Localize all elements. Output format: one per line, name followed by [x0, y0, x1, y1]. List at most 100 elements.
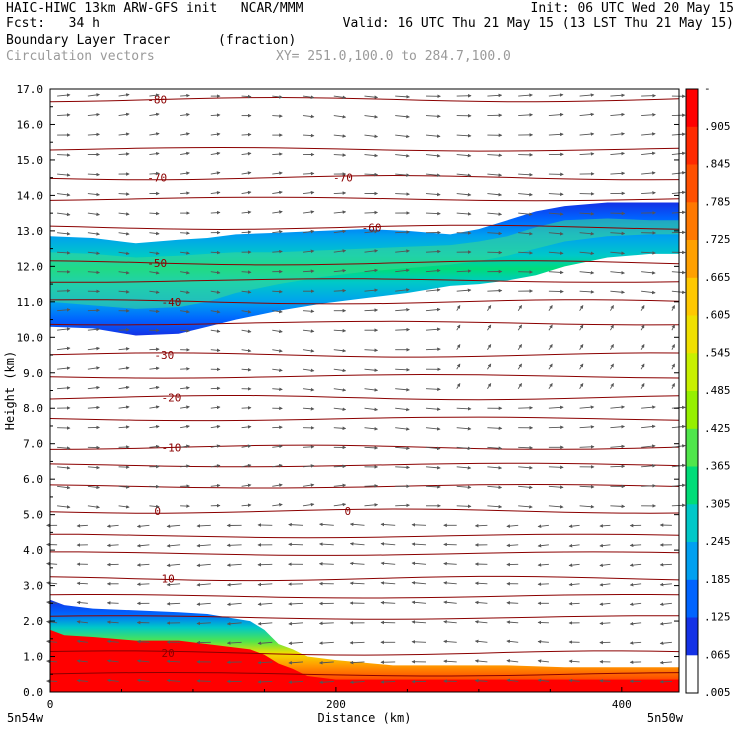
vector-arrow	[506, 543, 519, 548]
vector-arrow	[333, 210, 347, 214]
vector-arrow	[76, 600, 88, 605]
vector-arrow	[411, 580, 427, 585]
vector-arrow	[568, 678, 580, 683]
vector-arrow	[610, 444, 626, 449]
colorbar-label: -	[704, 82, 711, 95]
vector-arrow	[395, 114, 410, 119]
vector-arrow	[210, 405, 221, 410]
vector-arrow	[87, 172, 100, 177]
vector-arrow	[87, 112, 100, 117]
vector-arrow	[610, 290, 625, 295]
vector-arrow	[333, 368, 347, 373]
colorbar-segment	[686, 655, 698, 694]
vector-arrow	[610, 464, 626, 469]
vector-arrow	[210, 250, 221, 255]
vector-arrow	[349, 660, 365, 665]
vector-arrow	[118, 405, 130, 409]
vector-arrow	[548, 324, 553, 331]
vector-arrow	[487, 363, 492, 370]
vector-arrow	[487, 466, 503, 470]
vector-arrow	[641, 405, 656, 409]
vector-arrow	[640, 343, 645, 350]
vector-arrow	[364, 95, 379, 99]
vector-arrow	[241, 406, 252, 410]
contour-line	[49, 146, 680, 152]
vector-arrow	[180, 309, 190, 314]
vector-arrow	[364, 210, 379, 215]
vector-arrow	[149, 93, 160, 97]
vector-arrow	[302, 483, 315, 487]
vector-arrow	[226, 563, 242, 567]
vector-arrow	[302, 309, 315, 314]
vector-arrow	[548, 93, 564, 97]
vector-arrow	[226, 621, 242, 626]
vector-arrow	[599, 582, 611, 587]
vector-arrow	[241, 171, 252, 175]
vector-arrow	[518, 485, 533, 490]
vector-arrow	[76, 581, 88, 586]
vector-arrow	[302, 269, 315, 273]
vector-arrow	[380, 581, 396, 585]
y-tick-label: 2.0	[23, 615, 43, 628]
y-tick-label: 4.0	[23, 544, 43, 557]
y-tick-label: 17.0	[17, 83, 44, 96]
vector-arrow	[302, 133, 315, 138]
vector-arrow	[87, 346, 100, 351]
vector-arrow	[257, 660, 273, 665]
vector-arrow	[136, 543, 150, 548]
vector-arrow	[210, 151, 221, 156]
vector-arrow	[149, 251, 160, 256]
vector-arrow	[272, 463, 283, 468]
vector-arrow	[333, 249, 347, 253]
vector-arrow	[210, 386, 221, 391]
vector-arrow	[180, 132, 190, 136]
vector-arrow	[518, 93, 533, 97]
vector-arrow	[333, 483, 347, 488]
vector-arrow	[302, 406, 315, 411]
colorbar-label: .845	[704, 158, 731, 171]
vector-arrow	[641, 444, 656, 448]
vector-arrow	[487, 231, 503, 236]
vector-arrow	[395, 307, 410, 312]
vector-arrow	[425, 211, 441, 216]
vector-arrow	[318, 621, 334, 626]
vector-arrow	[118, 152, 130, 156]
vector-arrow	[241, 463, 252, 468]
vector-arrow	[629, 543, 642, 548]
vector-arrow	[333, 502, 347, 507]
vector-arrow	[599, 524, 611, 528]
vector-arrow	[57, 173, 71, 177]
overlay-name: Circulation vectors	[6, 49, 155, 64]
vector-arrow	[568, 543, 580, 548]
contour-line	[49, 533, 680, 539]
vector-arrow	[579, 425, 595, 429]
vector-arrow	[210, 190, 221, 195]
vector-arrow	[87, 132, 100, 137]
vector-arrow	[180, 290, 190, 295]
vector-arrow	[87, 465, 100, 470]
vector-arrow	[411, 620, 427, 624]
vector-arrow	[149, 151, 160, 156]
vector-arrow	[640, 304, 645, 311]
contour-line	[49, 373, 680, 379]
vector-arrow	[106, 620, 119, 624]
vector-arrow	[210, 290, 221, 294]
vector-arrow	[443, 600, 457, 605]
vector-arrow	[272, 289, 283, 294]
vector-arrow	[319, 522, 334, 527]
vector-arrow	[517, 382, 522, 389]
vector-arrow	[180, 251, 190, 255]
vector-arrow	[118, 290, 130, 294]
contour-label: 0	[344, 505, 351, 518]
vector-arrow	[180, 270, 190, 275]
vector-arrow	[425, 446, 441, 451]
vector-arrow	[579, 504, 595, 509]
vector-arrow	[487, 173, 503, 177]
vector-arrow	[518, 192, 533, 197]
vector-arrow	[456, 133, 472, 138]
vector-arrow	[118, 366, 130, 370]
vector-arrow	[395, 153, 410, 158]
vector-arrow	[106, 543, 119, 548]
vector-arrow	[487, 288, 503, 293]
forecast-hour: Fcst: 34 h	[6, 16, 100, 31]
